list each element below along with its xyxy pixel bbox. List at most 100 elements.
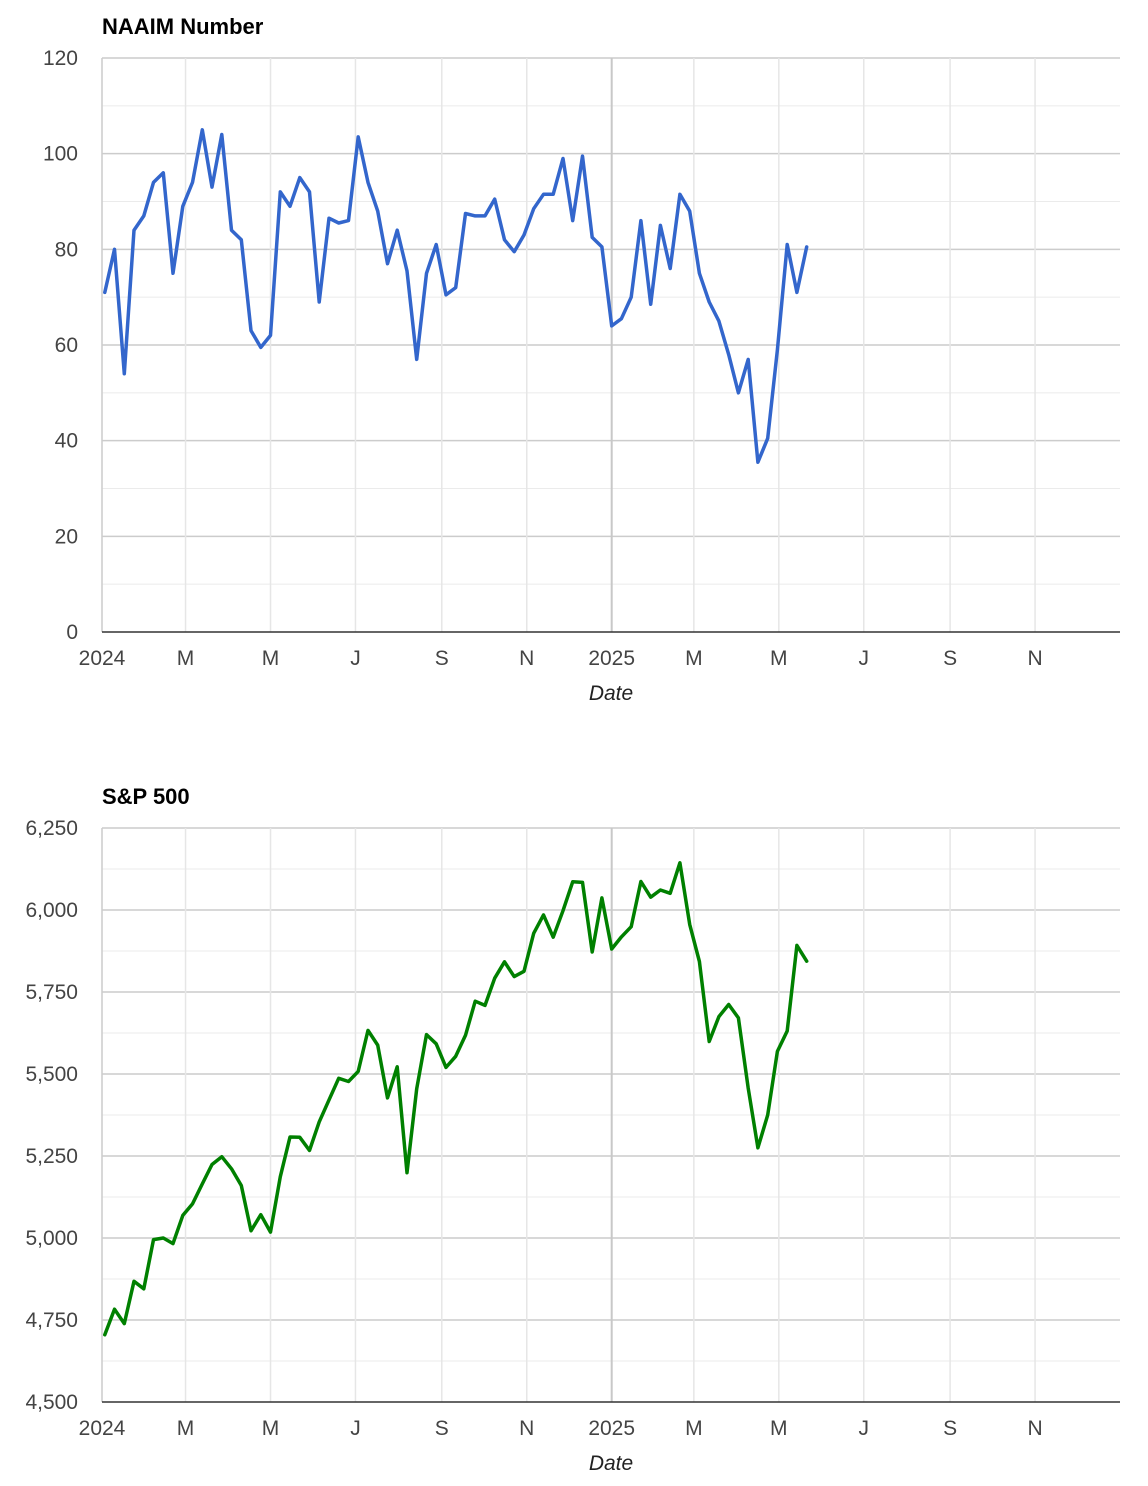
data-point	[171, 271, 175, 275]
x-axis: 2024 M M J S N 2025 M M J S N	[79, 647, 1043, 670]
data-point	[395, 228, 399, 232]
data-point	[454, 286, 458, 290]
data-point	[775, 348, 779, 352]
data-point	[493, 197, 497, 201]
data-point	[639, 880, 643, 884]
y-tick-label: 6,000	[25, 899, 78, 922]
data-point	[678, 861, 682, 865]
y-tick-label: 80	[55, 238, 78, 261]
data-point	[376, 1043, 380, 1047]
data-point	[746, 357, 750, 361]
x-axis: 2024 M M J S N 2025 M M J S N	[79, 1417, 1043, 1440]
data-point	[395, 1065, 399, 1069]
data-point	[542, 913, 546, 917]
data-point	[639, 219, 643, 223]
data-point	[308, 190, 312, 194]
data-point	[707, 1040, 711, 1044]
data-point	[161, 1236, 165, 1240]
x-axis-title: Date	[589, 1452, 633, 1475]
data-point	[405, 269, 409, 273]
x-tick-label: S	[943, 647, 957, 670]
data-point	[551, 935, 555, 939]
data-point	[571, 880, 575, 884]
data-point	[191, 180, 195, 184]
y-tick-label: 5,750	[25, 981, 78, 1004]
y-tick-label: 120	[43, 47, 78, 70]
data-point	[386, 262, 390, 266]
x-tick-label: N	[519, 647, 534, 670]
data-point	[103, 1333, 107, 1337]
data-point	[415, 1087, 419, 1091]
data-point	[278, 1175, 282, 1179]
data-point	[210, 1163, 214, 1167]
series-line	[103, 128, 809, 464]
data-point	[152, 1238, 156, 1242]
data-point	[171, 1242, 175, 1246]
data-point	[356, 1069, 360, 1073]
data-point	[230, 1167, 234, 1171]
y-axis: 0 20 40 60 80 100 120	[43, 47, 78, 644]
data-point	[347, 219, 351, 223]
data-point	[191, 1202, 195, 1206]
series-layer	[103, 128, 809, 464]
data-point	[288, 204, 292, 208]
data-point	[259, 1213, 263, 1217]
data-point	[161, 171, 165, 175]
y-tick-label: 6,250	[25, 817, 78, 840]
data-point	[600, 896, 604, 900]
data-point	[239, 1184, 243, 1188]
x-tick-label: M	[770, 647, 788, 670]
data-point	[122, 372, 126, 376]
data-point	[697, 271, 701, 275]
data-point	[493, 976, 497, 980]
x-tick-label: 2024	[79, 1417, 126, 1440]
series-layer	[103, 861, 809, 1337]
data-point	[122, 1322, 126, 1326]
data-point	[766, 436, 770, 440]
data-point	[337, 221, 341, 225]
x-tick-label: 2025	[588, 647, 635, 670]
data-point	[619, 317, 623, 321]
y-tick-label: 4,500	[25, 1391, 78, 1414]
data-point	[600, 245, 604, 249]
data-point	[259, 345, 263, 349]
data-point	[590, 950, 594, 954]
data-point	[629, 295, 633, 299]
y-tick-label: 0	[66, 621, 78, 644]
x-tick-label: M	[685, 1417, 703, 1440]
data-point	[269, 1230, 273, 1234]
data-point	[327, 216, 331, 220]
data-point	[366, 1028, 370, 1032]
data-point	[132, 1279, 136, 1283]
data-point	[444, 293, 448, 297]
x-tick-label: J	[350, 1417, 361, 1440]
data-point	[727, 1003, 731, 1007]
data-point	[278, 190, 282, 194]
data-point	[756, 1146, 760, 1150]
data-point	[522, 233, 526, 237]
data-point	[425, 1033, 429, 1037]
data-point	[249, 1229, 253, 1233]
y-tick-label: 20	[55, 525, 78, 548]
data-point	[220, 1155, 224, 1159]
data-point	[464, 212, 468, 216]
data-point	[386, 1096, 390, 1100]
data-point	[317, 1120, 321, 1124]
data-point	[142, 1287, 146, 1291]
data-point	[805, 245, 809, 249]
x-tick-label: J	[859, 1417, 870, 1440]
sp500-chart: S&P 500 4,500 4,750 5,000 5,250 5,500 5,750 6,…	[0, 770, 1148, 1486]
y-tick-label: 5,250	[25, 1145, 78, 1168]
data-point	[454, 1054, 458, 1058]
x-tick-label: S	[435, 647, 449, 670]
x-tick-label: M	[685, 647, 703, 670]
data-point	[356, 135, 360, 139]
data-point	[532, 931, 536, 935]
data-point	[298, 1135, 302, 1139]
x-tick-label: M	[177, 647, 195, 670]
data-point	[688, 209, 692, 213]
x-tick-label: N	[519, 1417, 534, 1440]
data-point	[512, 250, 516, 254]
data-point	[132, 228, 136, 232]
data-point	[473, 999, 477, 1003]
